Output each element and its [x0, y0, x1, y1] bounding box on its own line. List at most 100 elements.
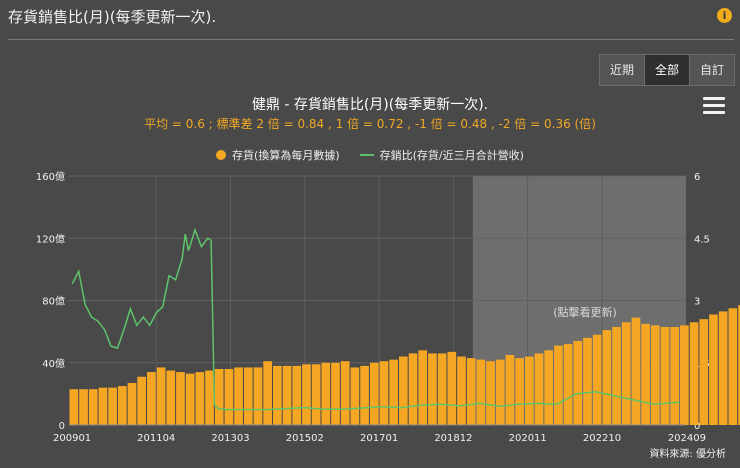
- bar: [524, 356, 534, 425]
- y-right-tick-label: 3: [694, 297, 700, 308]
- bar: [350, 367, 360, 425]
- bar: [398, 356, 408, 425]
- x-tick-label: 202210: [583, 433, 621, 444]
- hamburger-menu-icon[interactable]: [703, 97, 725, 117]
- bar: [602, 330, 612, 425]
- bar: [185, 373, 195, 425]
- x-tick-label: 200901: [53, 433, 91, 444]
- bar: [321, 362, 331, 425]
- legend-item-ratio[interactable]: 存銷比(存貨/近三月合計營收): [359, 147, 524, 163]
- bar: [127, 382, 137, 425]
- bar: [408, 353, 418, 425]
- bar: [670, 326, 680, 425]
- bar: [360, 365, 369, 425]
- bar: [195, 372, 205, 425]
- bar: [205, 370, 214, 425]
- bar: [224, 368, 234, 425]
- bar: [302, 364, 311, 425]
- bar: [437, 353, 447, 425]
- y-left-tick-label: 120億: [36, 232, 65, 245]
- legend-line-icon: [359, 154, 374, 156]
- bar: [544, 350, 554, 425]
- bar: [476, 359, 486, 425]
- bar: [689, 322, 699, 425]
- bar: [534, 353, 544, 425]
- bar: [573, 340, 583, 425]
- info-icon[interactable]: i: [717, 8, 732, 23]
- bar: [253, 367, 263, 425]
- x-tick-label: 201303: [211, 433, 249, 444]
- bar: [457, 356, 466, 425]
- x-tick-label: 201701: [360, 433, 398, 444]
- y-right-tick-label: 6: [694, 172, 700, 183]
- bar: [243, 367, 253, 425]
- bar: [621, 322, 631, 425]
- y-right-tick-label: 4.5: [694, 234, 710, 245]
- y-left-tick-label: 160億: [36, 170, 65, 183]
- bar: [583, 337, 592, 425]
- bar: [117, 386, 127, 425]
- bar: [418, 350, 428, 425]
- bar: [379, 361, 389, 425]
- bar: [292, 365, 302, 425]
- bar: [389, 359, 398, 425]
- bar: [166, 370, 176, 425]
- bar: [147, 372, 156, 425]
- bar: [282, 365, 292, 425]
- bar: [176, 372, 185, 425]
- bar: [660, 326, 670, 425]
- x-tick-label: 202409: [668, 433, 706, 444]
- bar: [505, 354, 515, 425]
- x-tick-label: 201502: [286, 433, 324, 444]
- range-recent-button[interactable]: 近期: [599, 54, 646, 86]
- bar: [331, 362, 340, 425]
- bar: [641, 323, 650, 425]
- bar: [447, 351, 457, 425]
- bar: [108, 387, 117, 425]
- bar: [466, 358, 476, 425]
- bar: [156, 367, 166, 425]
- chart-legend: 存貨(換算為每月數據) 存銷比(存貨/近三月合計營收): [0, 147, 740, 163]
- bar: [311, 364, 321, 425]
- header-divider: [8, 39, 734, 40]
- bar: [369, 362, 379, 425]
- x-tick-label: 201812: [434, 433, 472, 444]
- chart-title: 健鼎 - 存貨銷售比(月)(每季更新一次).: [251, 97, 489, 113]
- bar: [495, 359, 505, 425]
- bar: [98, 387, 108, 425]
- bar: [69, 389, 79, 425]
- bar: [563, 344, 573, 425]
- legend-item-inventory[interactable]: 存貨(換算為每月數據): [216, 147, 340, 163]
- bar: [273, 365, 282, 425]
- bar: [592, 334, 602, 425]
- bar: [137, 376, 147, 425]
- watermark-text: (點擊看更新): [553, 305, 617, 319]
- y-right-tick-label: 0: [694, 421, 700, 432]
- bar: [340, 361, 350, 425]
- bar: [263, 361, 273, 425]
- y-left-tick-label: 40億: [42, 357, 65, 370]
- bar: [728, 308, 738, 425]
- bar: [631, 317, 641, 425]
- bar: [428, 353, 437, 425]
- legend-label-inventory: 存貨(換算為每月數據): [232, 149, 340, 162]
- legend-dot-icon: [216, 150, 227, 160]
- legend-label-ratio: 存銷比(存貨/近三月合計營收): [379, 149, 524, 162]
- y-left-tick-label: 0: [59, 421, 65, 432]
- bar: [234, 367, 243, 425]
- bar: [88, 389, 98, 425]
- ratio-line: [71, 227, 680, 411]
- data-source-credit: 資料來源: 優分析: [649, 449, 726, 460]
- header: 存貨銷售比(月)(每季更新一次). i: [0, 0, 740, 40]
- bar: [612, 326, 621, 425]
- bar: [486, 361, 495, 425]
- chart-subtitle: 平均 = 0.6 ; 標準差 2 倍 = 0.84 , 1 倍 = 0.72 ,…: [144, 117, 596, 131]
- bar: [709, 314, 718, 425]
- bar: [515, 358, 524, 425]
- range-custom-button[interactable]: 自訂: [689, 54, 736, 86]
- page-title: 存貨銷售比(月)(每季更新一次).: [8, 8, 217, 26]
- bar: [680, 325, 689, 425]
- bar: [554, 345, 563, 425]
- bar: [650, 325, 660, 425]
